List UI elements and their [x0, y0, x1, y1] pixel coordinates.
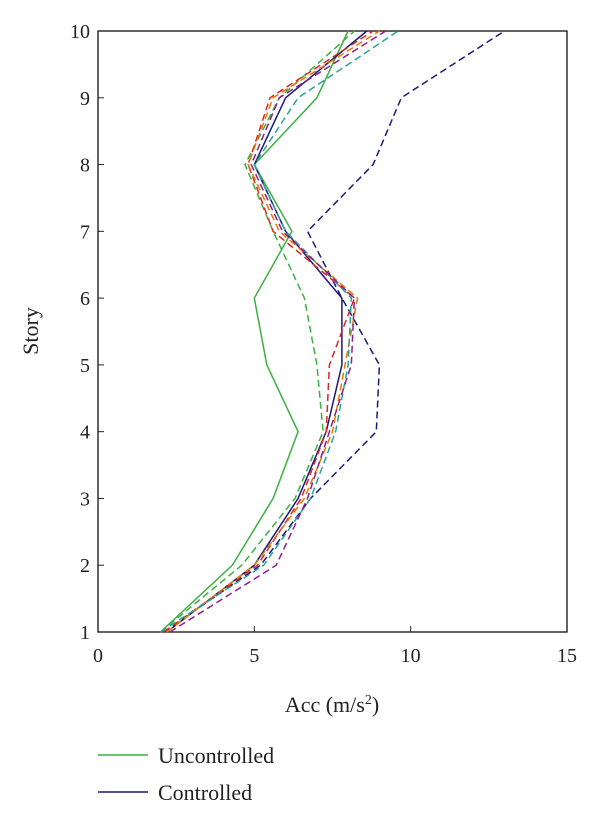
series-line-4	[160, 30, 355, 633]
plot-frame	[97, 30, 568, 633]
x-axis-label: Acc (m/s2)	[285, 692, 379, 717]
y-tick-label: 2	[80, 555, 90, 577]
y-tick-label: 6	[80, 288, 90, 310]
series-line-7	[160, 30, 399, 633]
y-axis-ticks: 1 2 3 4 5 6 7 8 9 10	[70, 21, 104, 644]
y-tick-label: 3	[80, 488, 90, 510]
x-tick-label: 15	[557, 645, 577, 667]
legend-label-controlled: Controlled	[158, 780, 252, 805]
y-tick-label: 4	[80, 422, 90, 444]
legend-label-uncontrolled: Uncontrolled	[158, 743, 274, 768]
series-line-3	[163, 30, 505, 633]
y-tick-label: 1	[80, 622, 90, 644]
y-tick-label: 9	[80, 88, 90, 110]
series-layer	[159, 30, 505, 633]
y-axis-label: Story	[18, 307, 43, 355]
series-line-5	[163, 30, 374, 633]
legend: Uncontrolled Controlled	[98, 743, 274, 805]
x-axis-label-superscript: 2	[365, 693, 372, 708]
series-line-6	[166, 30, 380, 633]
y-tick-label: 5	[80, 355, 90, 377]
x-tick-label: 5	[249, 645, 259, 667]
y-tick-label: 8	[80, 155, 90, 177]
x-axis-label-main: Acc (m/s	[285, 692, 365, 717]
series-line-1	[159, 30, 349, 633]
x-axis-label-close: )	[372, 692, 379, 717]
x-tick-label: 0	[93, 645, 103, 667]
y-tick-label: 10	[70, 21, 90, 43]
series-line-2	[166, 30, 368, 633]
x-tick-label: 10	[401, 645, 421, 667]
x-axis-ticks: 0 5 10 15	[93, 626, 577, 667]
y-tick-label: 7	[80, 221, 90, 243]
